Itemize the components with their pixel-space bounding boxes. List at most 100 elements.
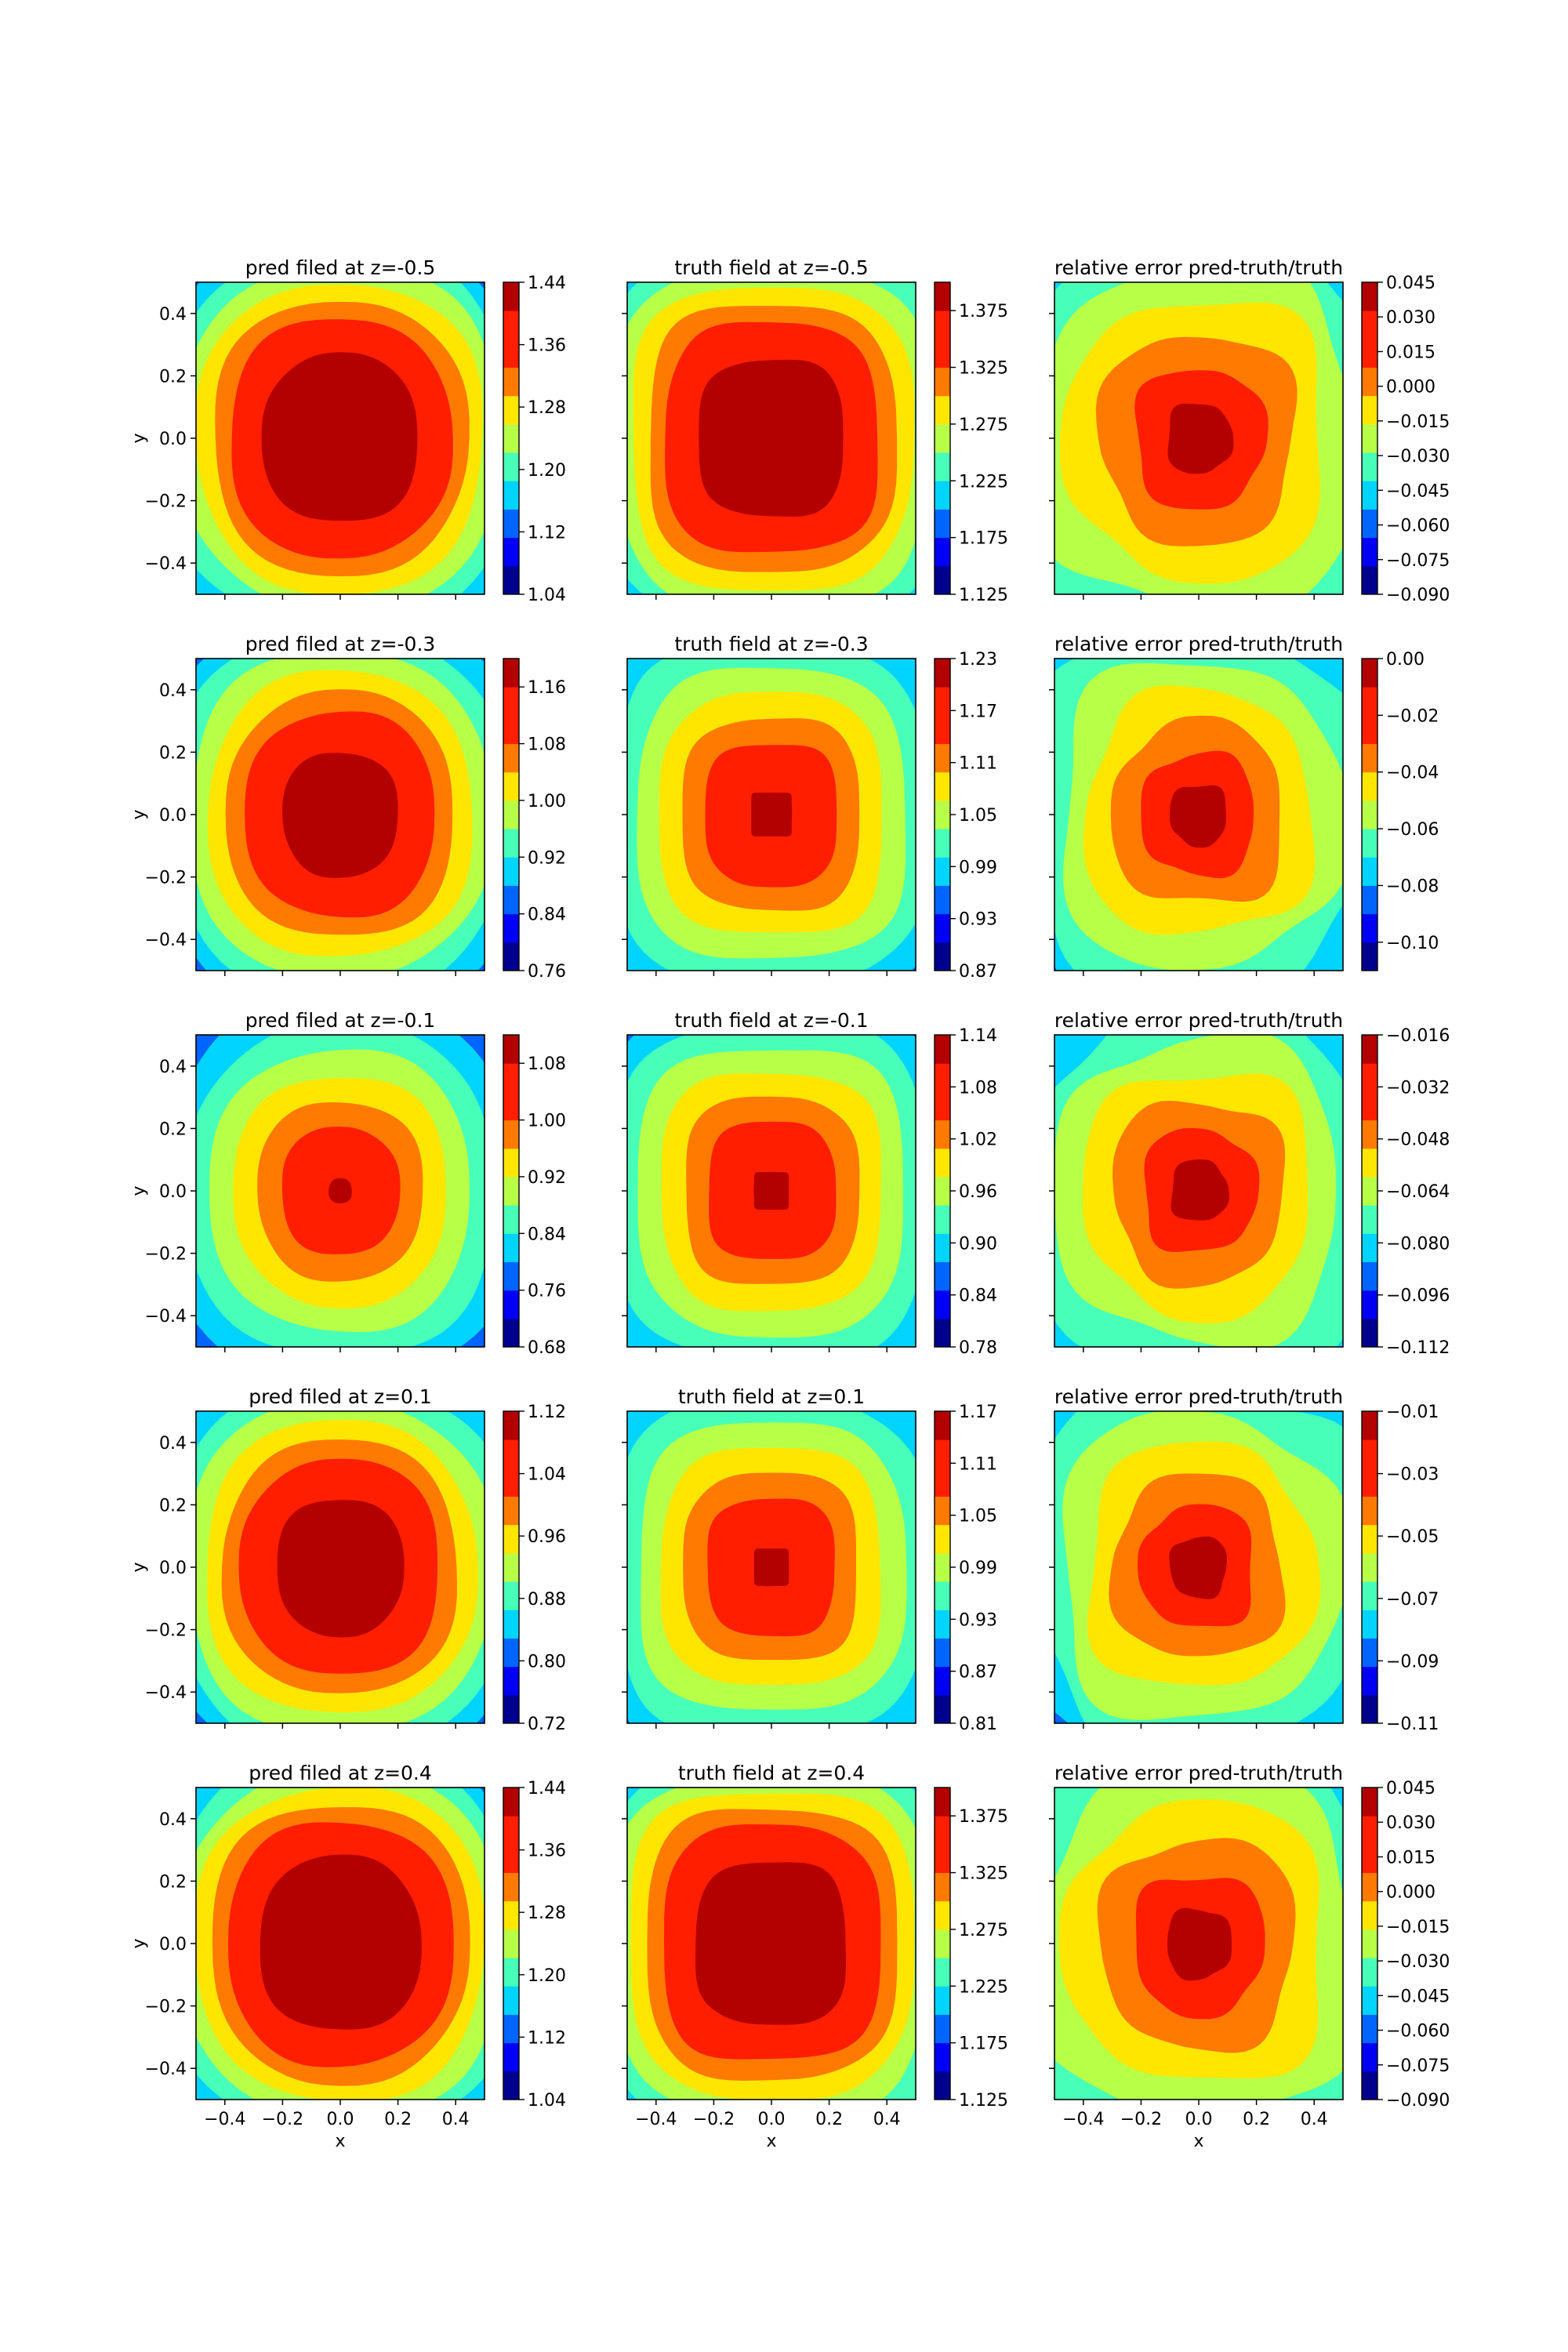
colorbar-band	[935, 885, 950, 915]
colorbar-band	[503, 367, 519, 397]
colorbar-band	[935, 942, 950, 971]
x-axis-label: x	[335, 2132, 345, 2151]
colorbar-tick-label: −0.112	[1386, 1338, 1450, 1358]
colorbar-tick-label: 1.04	[528, 586, 566, 605]
colorbar-tick-label: 0.90	[959, 1234, 997, 1254]
y-tick-label: −0.4	[145, 554, 187, 574]
colorbar-band	[935, 1468, 950, 1497]
colorbar-tick-label: 1.28	[528, 1904, 566, 1923]
colorbar-band	[935, 1788, 950, 1817]
x-axis-label: x	[766, 2132, 776, 2151]
colorbar-band	[503, 1148, 519, 1178]
colorbar-tick-label: 1.02	[959, 1131, 997, 1150]
colorbar-band	[935, 452, 950, 481]
colorbar-band	[1362, 1120, 1377, 1149]
colorbar-tick-label: 1.16	[528, 678, 566, 698]
contour-plot	[627, 659, 916, 971]
x-tick-label: −0.2	[693, 2110, 735, 2129]
colorbar-frame	[503, 281, 520, 595]
x-tick-label: −0.2	[262, 2110, 303, 2129]
colorbar-band	[935, 423, 950, 453]
colorbar-tick-label: −0.075	[1386, 551, 1450, 571]
colorbar-tick-label: 1.05	[959, 806, 997, 826]
colorbar-band	[503, 1205, 519, 1234]
colorbar-band	[935, 1552, 950, 1582]
colorbar-band	[1362, 1872, 1377, 1902]
colorbar-band	[1362, 1524, 1377, 1554]
colorbar-tick-label: 1.12	[528, 1403, 566, 1422]
colorbar-tick-label: 0.000	[1386, 378, 1436, 397]
colorbar-band	[1362, 1610, 1377, 1639]
colorbar-tick-label: 0.000	[1386, 1883, 1436, 1903]
subplot-10: pred filed at z=0.1 0.4 0.2 0.0 −0.2 −0.4 y 1.1…	[129, 1385, 566, 1734]
colorbar-band	[935, 1091, 950, 1121]
colorbar-tick-label: 1.125	[959, 2091, 1008, 2111]
colorbar-band	[503, 1261, 519, 1291]
colorbar-band	[1362, 1638, 1377, 1668]
y-tick-label: −0.2	[145, 1998, 187, 2017]
colorbar-band	[503, 452, 519, 481]
colorbar: 0.00 −0.02 −0.04 −0.06 −0.08 −0.10	[1361, 650, 1439, 971]
colorbar-band	[935, 310, 950, 339]
colorbar-tick-label: −0.090	[1386, 2091, 1450, 2111]
subplot-title: truth field at z=0.4	[678, 1762, 865, 1784]
colorbar-tick-label: −0.09	[1386, 1652, 1439, 1671]
y-axis-label: y	[129, 1562, 149, 1572]
contour-plot	[1054, 282, 1343, 594]
colorbar-band	[1362, 1788, 1377, 1817]
colorbar-tick-label: 1.12	[528, 2028, 566, 2048]
colorbar: 1.44 1.36 1.28 1.20 1.12 1.04	[503, 274, 566, 605]
colorbar-band	[935, 367, 950, 397]
colorbar-band	[503, 1496, 519, 1526]
colorbar-tick-label: 1.23	[959, 650, 997, 670]
colorbar-band	[503, 282, 519, 311]
colorbar-band	[1362, 1986, 1377, 2015]
colorbar-band	[1362, 1816, 1377, 1845]
contour-peak	[751, 793, 792, 837]
colorbar-tick-label: 0.87	[959, 1663, 997, 1682]
colorbar-tick-label: 1.14	[959, 1026, 997, 1046]
colorbar-tick-label: 1.36	[528, 1842, 566, 1861]
colorbar-band	[503, 2042, 519, 2072]
contour-band	[282, 753, 398, 878]
colorbar-band	[935, 1290, 950, 1319]
colorbar-tick-label: 1.44	[528, 1779, 566, 1798]
x-tick-label: 0.4	[1301, 2110, 1328, 2129]
colorbar-tick-label: 0.015	[1386, 1848, 1436, 1867]
colorbar-tick-label: 1.11	[959, 754, 997, 774]
y-tick-label: 0.0	[159, 1559, 187, 1578]
contour-plot	[1054, 1411, 1343, 1723]
colorbar-band	[503, 1290, 519, 1319]
colorbar-tick-label: −0.075	[1386, 2056, 1450, 2076]
colorbar-band	[503, 857, 519, 886]
colorbar-tick-label: 0.045	[1386, 1779, 1436, 1798]
colorbar-band	[935, 1205, 950, 1234]
colorbar-band	[935, 282, 950, 311]
colorbar-tick-label: 0.96	[528, 1527, 566, 1547]
colorbar-band	[503, 1035, 519, 1064]
x-axis-label: x	[1193, 2132, 1203, 2151]
contour-plot	[196, 1788, 485, 2100]
x-tick-label: 0.2	[1243, 2110, 1270, 2129]
contour-plot	[1054, 1788, 1343, 2100]
colorbar-tick-label: −0.10	[1386, 934, 1439, 953]
subplot-7: pred filed at z=-0.1 0.4 0.2 0.0 −0.2 −0.4 y 1.…	[129, 1009, 566, 1358]
colorbar-band	[503, 1524, 519, 1554]
y-tick-label: 0.0	[159, 1182, 187, 1202]
contour-band	[328, 1178, 352, 1203]
subplot-title: truth field at z=-0.5	[674, 256, 868, 279]
colorbar-tick-label: −0.064	[1386, 1182, 1450, 1202]
colorbar-tick-label: −0.11	[1386, 1715, 1439, 1734]
subplot-title: relative error pred-truth/truth	[1054, 1385, 1343, 1408]
colorbar-band	[503, 715, 519, 745]
colorbar-tick-label: 1.04	[528, 2091, 566, 2111]
colorbar-band	[1362, 715, 1377, 745]
colorbar-tick-label: 1.375	[959, 1807, 1008, 1827]
colorbar-tick-label: 0.99	[959, 858, 997, 877]
colorbar-tick-label: 1.175	[959, 529, 1008, 549]
contour-plot	[196, 659, 485, 971]
contour-band	[1167, 1907, 1232, 1981]
colorbar-band	[935, 1694, 950, 1724]
colorbar-band	[935, 481, 950, 510]
